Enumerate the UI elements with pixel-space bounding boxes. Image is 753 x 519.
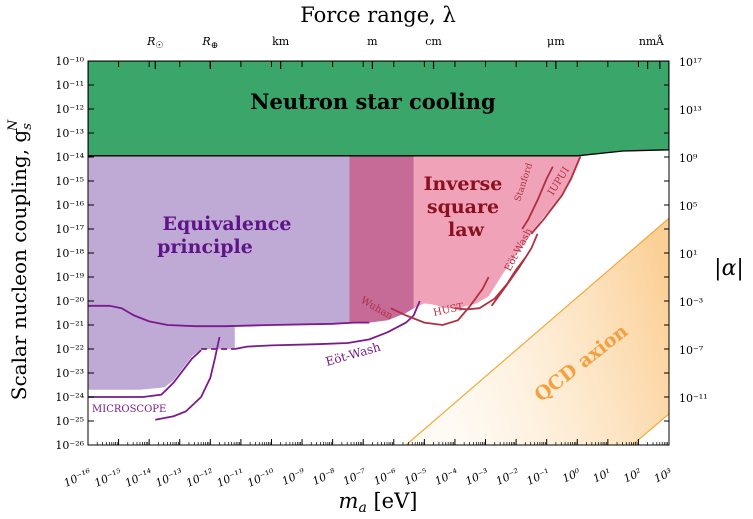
curve-stanford	[521, 166, 554, 230]
y-tick-label: 10⁻²⁶	[55, 439, 84, 452]
y-tick-label: 10⁻²⁴	[55, 391, 84, 404]
x-tick-label: 10⁻³	[463, 466, 490, 488]
y-tick-label: 10⁻²⁵	[55, 415, 84, 428]
top-tick-label: nm	[639, 35, 657, 48]
right-tick-label: 10⁵	[679, 200, 697, 213]
x-tick-label: 10⁻⁷	[341, 466, 369, 488]
x-tick-label: 10⁻⁴	[433, 466, 460, 488]
y-tick-label: 10⁻²¹	[55, 319, 84, 332]
x-tick-label: 10¹	[591, 466, 613, 486]
right-axis-ticks: 10¹⁷ 10¹³ 10⁹ 10⁵ 10¹ 10⁻³ 10⁻⁷ 10⁻¹¹	[664, 56, 708, 446]
x-tick-label: 10⁻¹⁵	[92, 466, 124, 490]
equivalence-label-1: Equivalence	[163, 213, 292, 235]
x-tick-label: 10⁰	[560, 466, 583, 486]
x-axis-title-unit: [eV]	[367, 489, 418, 513]
y-tick-label: 10⁻¹⁴	[55, 151, 84, 164]
top-axis-ticks: R☉ R⊕ km m cm μm nm Å	[146, 34, 665, 69]
y-tick-label: 10⁻¹⁵	[55, 175, 84, 188]
top-tick-label: km	[272, 35, 290, 48]
y-tick-label: 10⁻¹⁸	[55, 247, 84, 260]
microscope-label: MICROSCOPE	[92, 404, 166, 415]
top-tick-label: μm	[547, 35, 565, 48]
inverse-label-3: law	[448, 219, 485, 241]
x-tick-label: 10⁻¹⁰	[245, 466, 277, 490]
y-tick-label: 10⁻¹⁰	[55, 55, 84, 68]
x-tick-label: 10⁻²	[494, 466, 521, 488]
right-tick-label: 10¹	[679, 248, 697, 261]
y-tick-label: 10⁻¹⁶	[55, 199, 84, 212]
x-tick-label: 10³	[652, 466, 674, 486]
equivalence-label-2: principle	[157, 236, 253, 258]
top-tick-label: R☉	[146, 35, 163, 51]
right-axis-title: |α|	[714, 256, 744, 281]
curve-microscope-right	[155, 336, 221, 421]
curve-iupui	[530, 156, 582, 235]
x-axis-title: ma [eV]	[339, 489, 418, 516]
right-tick-label: 10⁹	[679, 152, 698, 165]
curve-eot-wash	[234, 300, 421, 350]
qcd-axion-upper-line	[405, 217, 669, 445]
y-axis-title-sup: N	[6, 119, 21, 132]
curve-ep-upper	[88, 304, 370, 328]
y-tick-label: 10⁻¹⁷	[55, 223, 84, 236]
top-tick-label: m	[367, 35, 378, 48]
x-tick-label: 10⁻¹²	[184, 466, 215, 490]
x-tick-label: 10⁻⁶	[372, 466, 400, 488]
x-tick-label: 10²	[621, 466, 643, 486]
right-tick-label: 10¹³	[679, 104, 702, 117]
x-tick-label: 10⁻¹⁶	[62, 466, 94, 490]
y-tick-label: 10⁻²⁰	[55, 295, 84, 308]
right-tick-label: 10⁻¹¹	[679, 392, 708, 405]
curve-wuhan	[390, 276, 490, 326]
equivalence-principle-region	[88, 155, 350, 390]
top-tick-label: R⊕	[201, 35, 218, 51]
inverse-label-2: square	[427, 196, 499, 218]
y-tick-label: 10⁻¹⁹	[55, 271, 84, 284]
x-tick-label: 10⁻⁸	[310, 466, 338, 488]
y-tick-label: 10⁻¹³	[55, 127, 84, 140]
right-tick-label: 10⁻⁷	[679, 344, 704, 357]
overlap-region	[349, 155, 414, 323]
x-axis-title-sub: a	[358, 500, 366, 516]
y-axis-ticks: 10⁻¹⁰ 10⁻¹¹ 10⁻¹² 10⁻¹³ 10⁻¹⁴ 10⁻¹⁵ 10⁻¹⁶ 10⁻¹⁷…	[55, 55, 94, 452]
right-tick-label: 10¹⁷	[679, 56, 702, 69]
x-tick-label: 10⁻⁹	[280, 466, 308, 488]
y-axis-title: Scalar nucleon coupling, gsN	[6, 119, 35, 400]
x-tick-label: 10⁻⁵	[402, 466, 430, 488]
x-tick-label: 10⁻¹	[525, 466, 552, 488]
neutron-star-cooling-region	[88, 61, 669, 157]
curve-hust	[454, 257, 527, 311]
top-tick-label: cm	[425, 35, 442, 48]
x-tick-label: 10⁻¹¹	[215, 466, 246, 490]
y-axis-title-main: Scalar nucleon coupling, g	[7, 130, 31, 401]
x-axis-title-m: m	[339, 489, 359, 513]
x-tick-label: 10⁻¹⁴	[123, 466, 154, 490]
curve-microscope	[88, 349, 202, 398]
top-tick-label: Å	[655, 34, 665, 48]
top-axis-title: Force range, λ	[300, 3, 456, 27]
x-tick-label: 10⁻¹³	[154, 466, 185, 490]
neutron-star-label: Neutron star cooling	[250, 89, 496, 114]
y-tick-label: 10⁻¹²	[55, 103, 84, 116]
constraint-curves	[88, 156, 582, 421]
y-axis-title-sub: s	[20, 123, 35, 130]
right-tick-label: 10⁻³	[679, 296, 703, 309]
y-tick-label: 10⁻²³	[55, 367, 84, 380]
y-tick-label: 10⁻²²	[55, 343, 84, 356]
curve-eot-wash-isl	[490, 233, 539, 307]
y-tick-label: 10⁻¹¹	[55, 79, 84, 92]
inverse-label-1: Inverse	[424, 173, 503, 195]
